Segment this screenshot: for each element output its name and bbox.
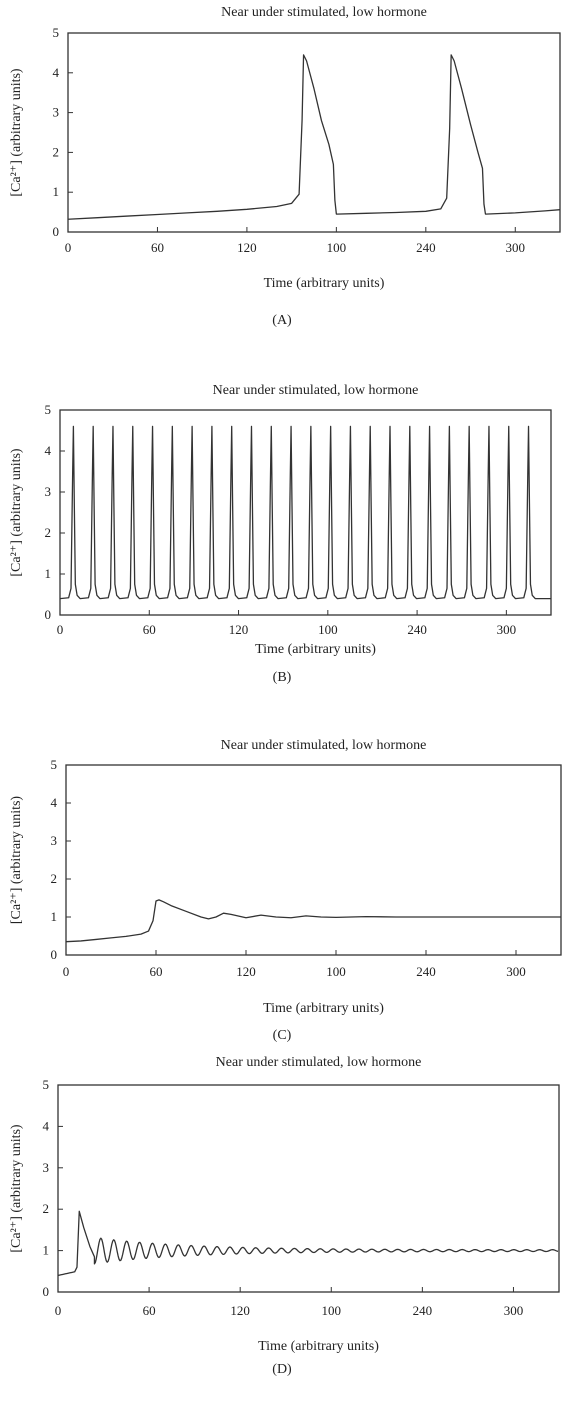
x-tick-label: 300 xyxy=(497,622,517,637)
x-tick-label: 120 xyxy=(229,622,249,637)
x-tick-label: 60 xyxy=(143,622,156,637)
x-tick-label: 240 xyxy=(413,1303,433,1318)
x-tick-label: 240 xyxy=(416,964,436,979)
calcium-trace-line xyxy=(65,899,561,943)
x-axis-label: Time (arbitrary units) xyxy=(258,1339,379,1354)
y-axis-label: [Ca²⁺] (arbitrary units) xyxy=(9,1124,24,1253)
y-tick-label: 5 xyxy=(45,402,52,417)
x-tick-label: 60 xyxy=(150,964,163,979)
y-tick-label: 1 xyxy=(43,1243,50,1258)
panel-caption: (A) xyxy=(272,313,292,328)
chart-panel-a: Near under stimulated, low hormone 0 1 2 3 4 5… xyxy=(0,0,563,335)
plot-frame xyxy=(59,409,552,616)
y-tick-label: 5 xyxy=(43,1077,50,1092)
calcium-trace-line xyxy=(59,425,551,600)
x-tick-label: 300 xyxy=(506,964,526,979)
y-axis-label: [Ca²⁺] (arbitrary units) xyxy=(9,448,24,577)
panel-caption: (B) xyxy=(273,670,292,685)
chart-title: Near under stimulated, low hormone xyxy=(216,1055,422,1070)
y-tick-label: 4 xyxy=(43,1118,50,1133)
x-tick-label: 100 xyxy=(327,240,347,255)
chart-panel-d: Near under stimulated, low hormone 0 1 2 3 4 5… xyxy=(0,1050,563,1400)
panel-caption: (D) xyxy=(272,1362,292,1377)
chart-panel-c: Near under stimulated, low hormone 0 1 2 3 4 5… xyxy=(0,715,563,1050)
y-tick-label: 4 xyxy=(53,65,60,80)
x-tick-label: 0 xyxy=(57,622,64,637)
x-tick-label: 300 xyxy=(506,240,526,255)
panel-caption: (C) xyxy=(273,1028,292,1043)
chart-a-svg: Near under stimulated, low hormone 0 1 2 3 4 5… xyxy=(9,5,561,328)
chart-title: Near under stimulated, low hormone xyxy=(221,5,427,20)
y-tick-label: 5 xyxy=(51,757,58,772)
x-tick-label: 120 xyxy=(230,1303,250,1318)
y-axis-label: [Ca²⁺] (arbitrary units) xyxy=(9,796,24,925)
chart-d-svg: Near under stimulated, low hormone 0 1 2 3 4 5… xyxy=(9,1055,560,1377)
x-axis-label: Time (arbitrary units) xyxy=(264,276,385,291)
y-tick-label: 1 xyxy=(53,184,60,199)
y-tick-label: 3 xyxy=(53,105,60,120)
y-tick-label: 4 xyxy=(45,443,52,458)
y-tick-label: 4 xyxy=(51,795,58,810)
x-tick-label: 240 xyxy=(407,622,427,637)
x-tick-label: 100 xyxy=(322,1303,342,1318)
calcium-trace-line xyxy=(67,54,561,220)
chart-title: Near under stimulated, low hormone xyxy=(221,738,427,753)
x-tick-label: 0 xyxy=(55,1303,62,1318)
y-tick-label: 2 xyxy=(53,144,60,159)
y-tick-label: 3 xyxy=(43,1160,50,1175)
y-tick-label: 0 xyxy=(45,607,52,622)
y-tick-label: 2 xyxy=(45,525,52,540)
chart-title: Near under stimulated, low hormone xyxy=(213,383,419,398)
x-tick-label: 60 xyxy=(151,240,164,255)
y-tick-label: 0 xyxy=(51,947,58,962)
chart-c-svg: Near under stimulated, low hormone 0 1 2 3 4 5… xyxy=(9,738,562,1043)
y-tick-label: 5 xyxy=(53,25,60,40)
x-axis-label: Time (arbitrary units) xyxy=(263,1001,384,1016)
x-tick-label: 300 xyxy=(504,1303,524,1318)
x-tick-label: 0 xyxy=(65,240,72,255)
x-tick-label: 120 xyxy=(237,240,257,255)
y-tick-label: 3 xyxy=(45,484,52,499)
calcium-trace-line xyxy=(57,1210,559,1277)
x-tick-label: 60 xyxy=(143,1303,156,1318)
chart-panel-b: Near under stimulated, low hormone 0 1 2 3 4 5… xyxy=(0,365,563,695)
plot-frame xyxy=(57,1084,560,1293)
x-tick-label: 240 xyxy=(416,240,436,255)
y-tick-label: 0 xyxy=(43,1284,50,1299)
plot-frame xyxy=(67,32,561,233)
y-tick-label: 1 xyxy=(45,566,52,581)
x-tick-label: 120 xyxy=(236,964,256,979)
y-tick-label: 2 xyxy=(43,1201,50,1216)
y-tick-label: 3 xyxy=(51,833,58,848)
x-tick-label: 100 xyxy=(318,622,338,637)
y-tick-label: 0 xyxy=(53,224,60,239)
y-tick-label: 1 xyxy=(51,909,58,924)
chart-b-svg: Near under stimulated, low hormone 0 1 2 3 4 5… xyxy=(9,383,552,685)
x-tick-label: 100 xyxy=(326,964,346,979)
x-tick-label: 0 xyxy=(63,964,70,979)
y-axis-label: [Ca²⁺] (arbitrary units) xyxy=(9,68,24,197)
x-axis-label: Time (arbitrary units) xyxy=(255,642,376,657)
y-tick-label: 2 xyxy=(51,871,58,886)
plot-frame xyxy=(65,764,562,956)
